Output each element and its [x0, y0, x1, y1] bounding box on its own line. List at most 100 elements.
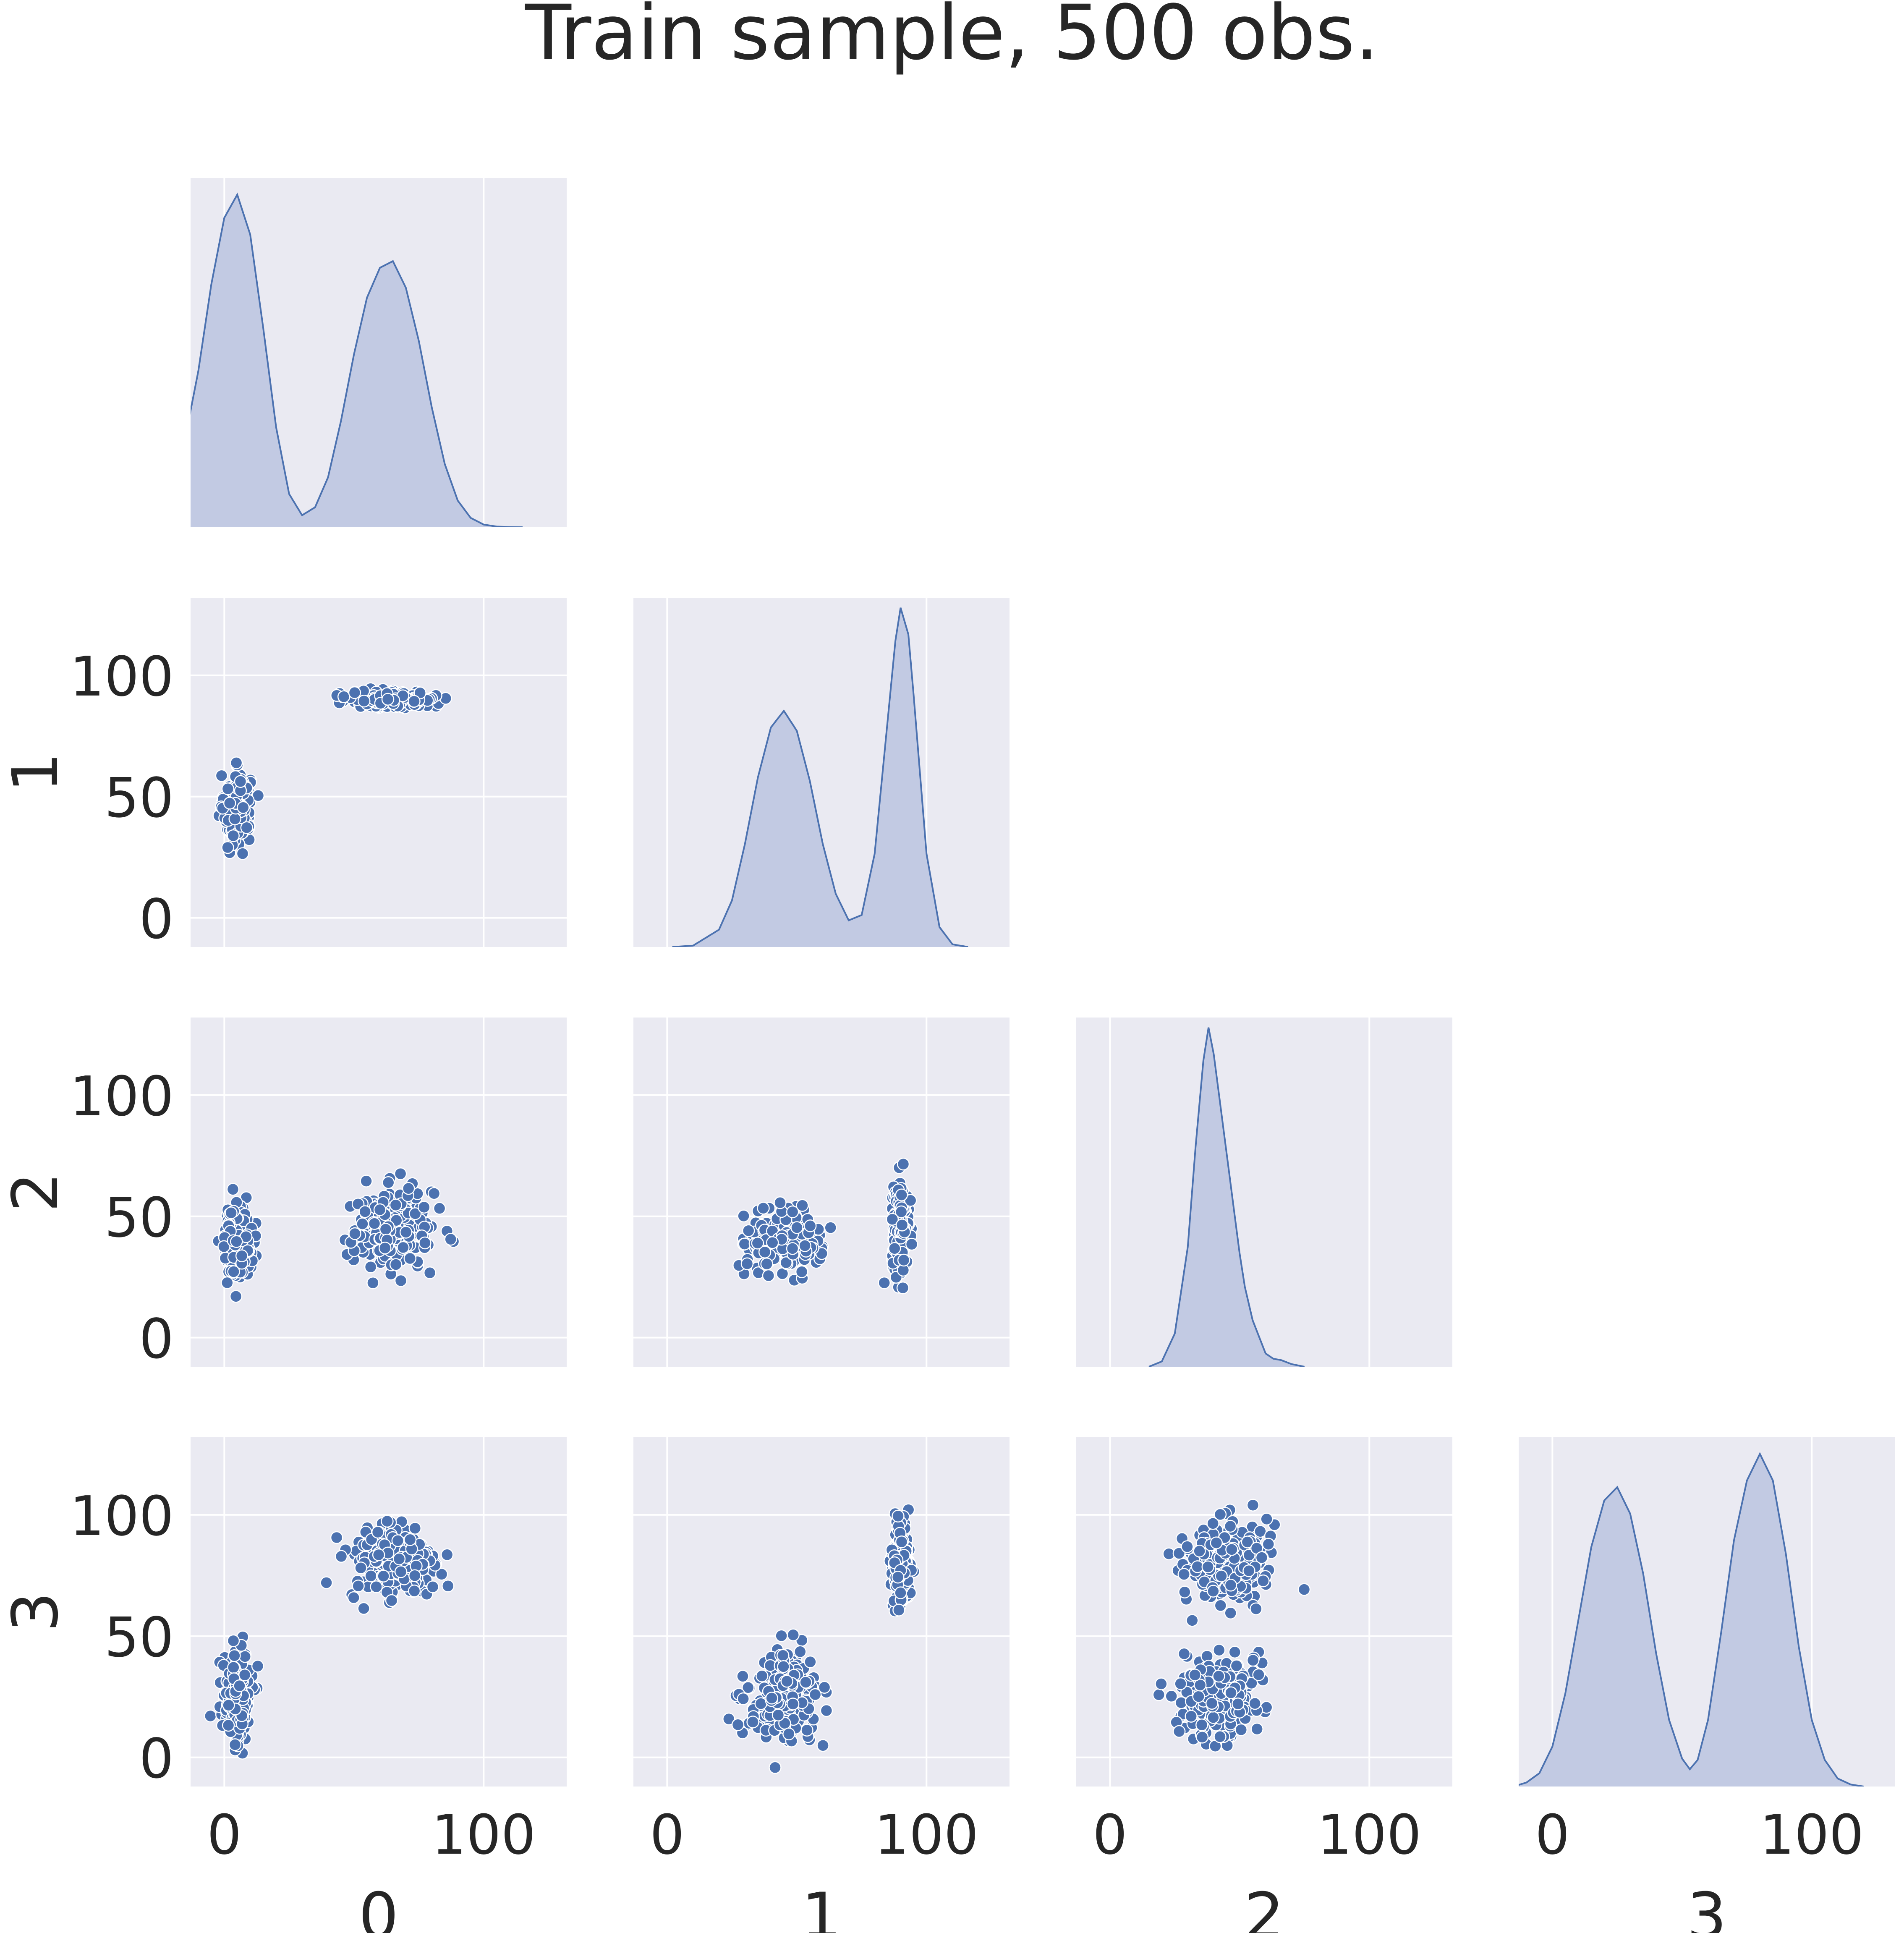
scatter-point: [774, 1196, 787, 1209]
x-tick-label: 0: [1093, 1803, 1127, 1867]
scatter-point: [878, 1276, 891, 1290]
scatter-point: [1155, 1677, 1168, 1690]
scatter-point: [1192, 1690, 1205, 1703]
scatter-point: [1186, 1614, 1199, 1627]
scatter-point: [1177, 1568, 1190, 1581]
scatter-point: [765, 1692, 778, 1705]
scatter-point: [1225, 1543, 1238, 1556]
scatter-point: [236, 847, 249, 860]
scatter-point: [440, 1548, 454, 1562]
scatter-point: [1255, 1551, 1268, 1564]
x-tick-label: 100: [1317, 1803, 1421, 1867]
scatter-point: [808, 1688, 822, 1701]
scatter-point: [820, 1704, 833, 1717]
scatter-point: [358, 1205, 371, 1218]
scatter-point: [1228, 1645, 1241, 1659]
scatter-point: [442, 1580, 455, 1593]
panel-scatter-3-2: 0 100 2: [1076, 1437, 1452, 1933]
y-axis-label: 3: [0, 1592, 72, 1632]
scatter-point: [1177, 1647, 1191, 1661]
scatter-point: [892, 1509, 905, 1523]
scatter-point: [894, 1205, 908, 1219]
x-axis-label: 3: [1687, 1880, 1726, 1933]
scatter-point: [1212, 1669, 1225, 1683]
panel-scatter-2-1: [633, 1018, 1010, 1367]
panel-kde-1: [633, 598, 1010, 947]
scatter-point: [320, 1576, 333, 1589]
scatter-point: [1241, 1535, 1254, 1548]
scatter-point: [891, 1570, 905, 1584]
panel-background: [633, 1018, 1010, 1367]
scatter-point: [204, 1709, 217, 1723]
scatter-point: [1201, 1560, 1214, 1574]
y-tick-label: 100: [70, 1484, 174, 1548]
scatter-point: [1214, 1730, 1227, 1743]
scatter-point: [897, 1157, 910, 1171]
scatter-point: [356, 1217, 369, 1230]
scatter-point: [226, 1183, 240, 1196]
panel-kde-2: [1076, 1018, 1452, 1367]
scatter-point: [221, 782, 235, 795]
scatter-points: [1152, 1499, 1311, 1753]
scatter-point: [348, 1227, 361, 1240]
scatter-point: [1224, 1606, 1237, 1620]
scatter-point: [803, 1219, 817, 1232]
x-axis-label: 0: [358, 1880, 398, 1933]
scatter-point: [1174, 1677, 1187, 1690]
scatter-point: [230, 1235, 243, 1248]
scatter-point: [760, 1257, 773, 1271]
scatter-point: [403, 1533, 417, 1546]
scatter-point: [240, 821, 254, 834]
scatter-point: [888, 1242, 901, 1255]
scatter-point: [1195, 1719, 1208, 1732]
scatter-point: [378, 1241, 392, 1255]
scatter-point: [1195, 1731, 1209, 1744]
panel-kde-0: [191, 178, 567, 527]
scatter-point: [1224, 1686, 1237, 1700]
scatter-point: [364, 1569, 377, 1582]
y-tick-label: 100: [70, 1065, 174, 1128]
scatter-point: [394, 1167, 407, 1180]
scatter-point: [741, 1681, 755, 1694]
scatter-point: [777, 1660, 790, 1673]
panel-background: [191, 1437, 567, 1787]
scatter-points: [722, 1503, 920, 1774]
scatter-point: [233, 1679, 246, 1692]
scatter-point: [435, 1567, 448, 1581]
x-tick-label: 100: [1760, 1803, 1864, 1867]
scatter-point: [444, 1233, 457, 1246]
x-tick-label: 100: [874, 1803, 978, 1867]
scatter-points: [212, 682, 452, 860]
scatter-point: [381, 1514, 394, 1528]
scatter-point: [372, 1548, 385, 1562]
scatter-point: [1172, 1725, 1186, 1738]
scatter-point: [229, 1290, 243, 1303]
panel-scatter-3-1: 0 100 1: [633, 1437, 1010, 1933]
scatter-point: [1215, 1569, 1228, 1582]
scatter-point: [389, 1258, 403, 1271]
scatter-point: [235, 1249, 248, 1263]
scatter-point: [348, 686, 361, 699]
scatter-point: [379, 1223, 392, 1236]
scatter-point: [1165, 1690, 1178, 1703]
scatter-point: [722, 1712, 735, 1726]
scatter-point: [905, 1237, 918, 1251]
panel-kde-3: 0 100 3: [1519, 1437, 1895, 1933]
scatter-point: [1252, 1668, 1265, 1681]
scatter-point: [1234, 1723, 1248, 1737]
scatter-point: [1207, 1711, 1220, 1724]
scatter-point: [230, 756, 243, 769]
y-tick-label: 100: [70, 645, 174, 709]
panel-background: [633, 1437, 1010, 1787]
scatter-point: [217, 1240, 230, 1253]
y-tick-label: 50: [105, 1186, 174, 1250]
scatter-point: [1193, 1544, 1206, 1558]
scatter-point: [1214, 1599, 1227, 1612]
scatter-point: [757, 1201, 770, 1215]
scatter-points: [732, 1157, 918, 1295]
scatter-point: [228, 812, 241, 826]
scatter-points: [204, 1514, 455, 1760]
kde-line: [1519, 1452, 1864, 1787]
scatter-point: [347, 1591, 360, 1604]
scatter-point: [360, 1174, 373, 1188]
